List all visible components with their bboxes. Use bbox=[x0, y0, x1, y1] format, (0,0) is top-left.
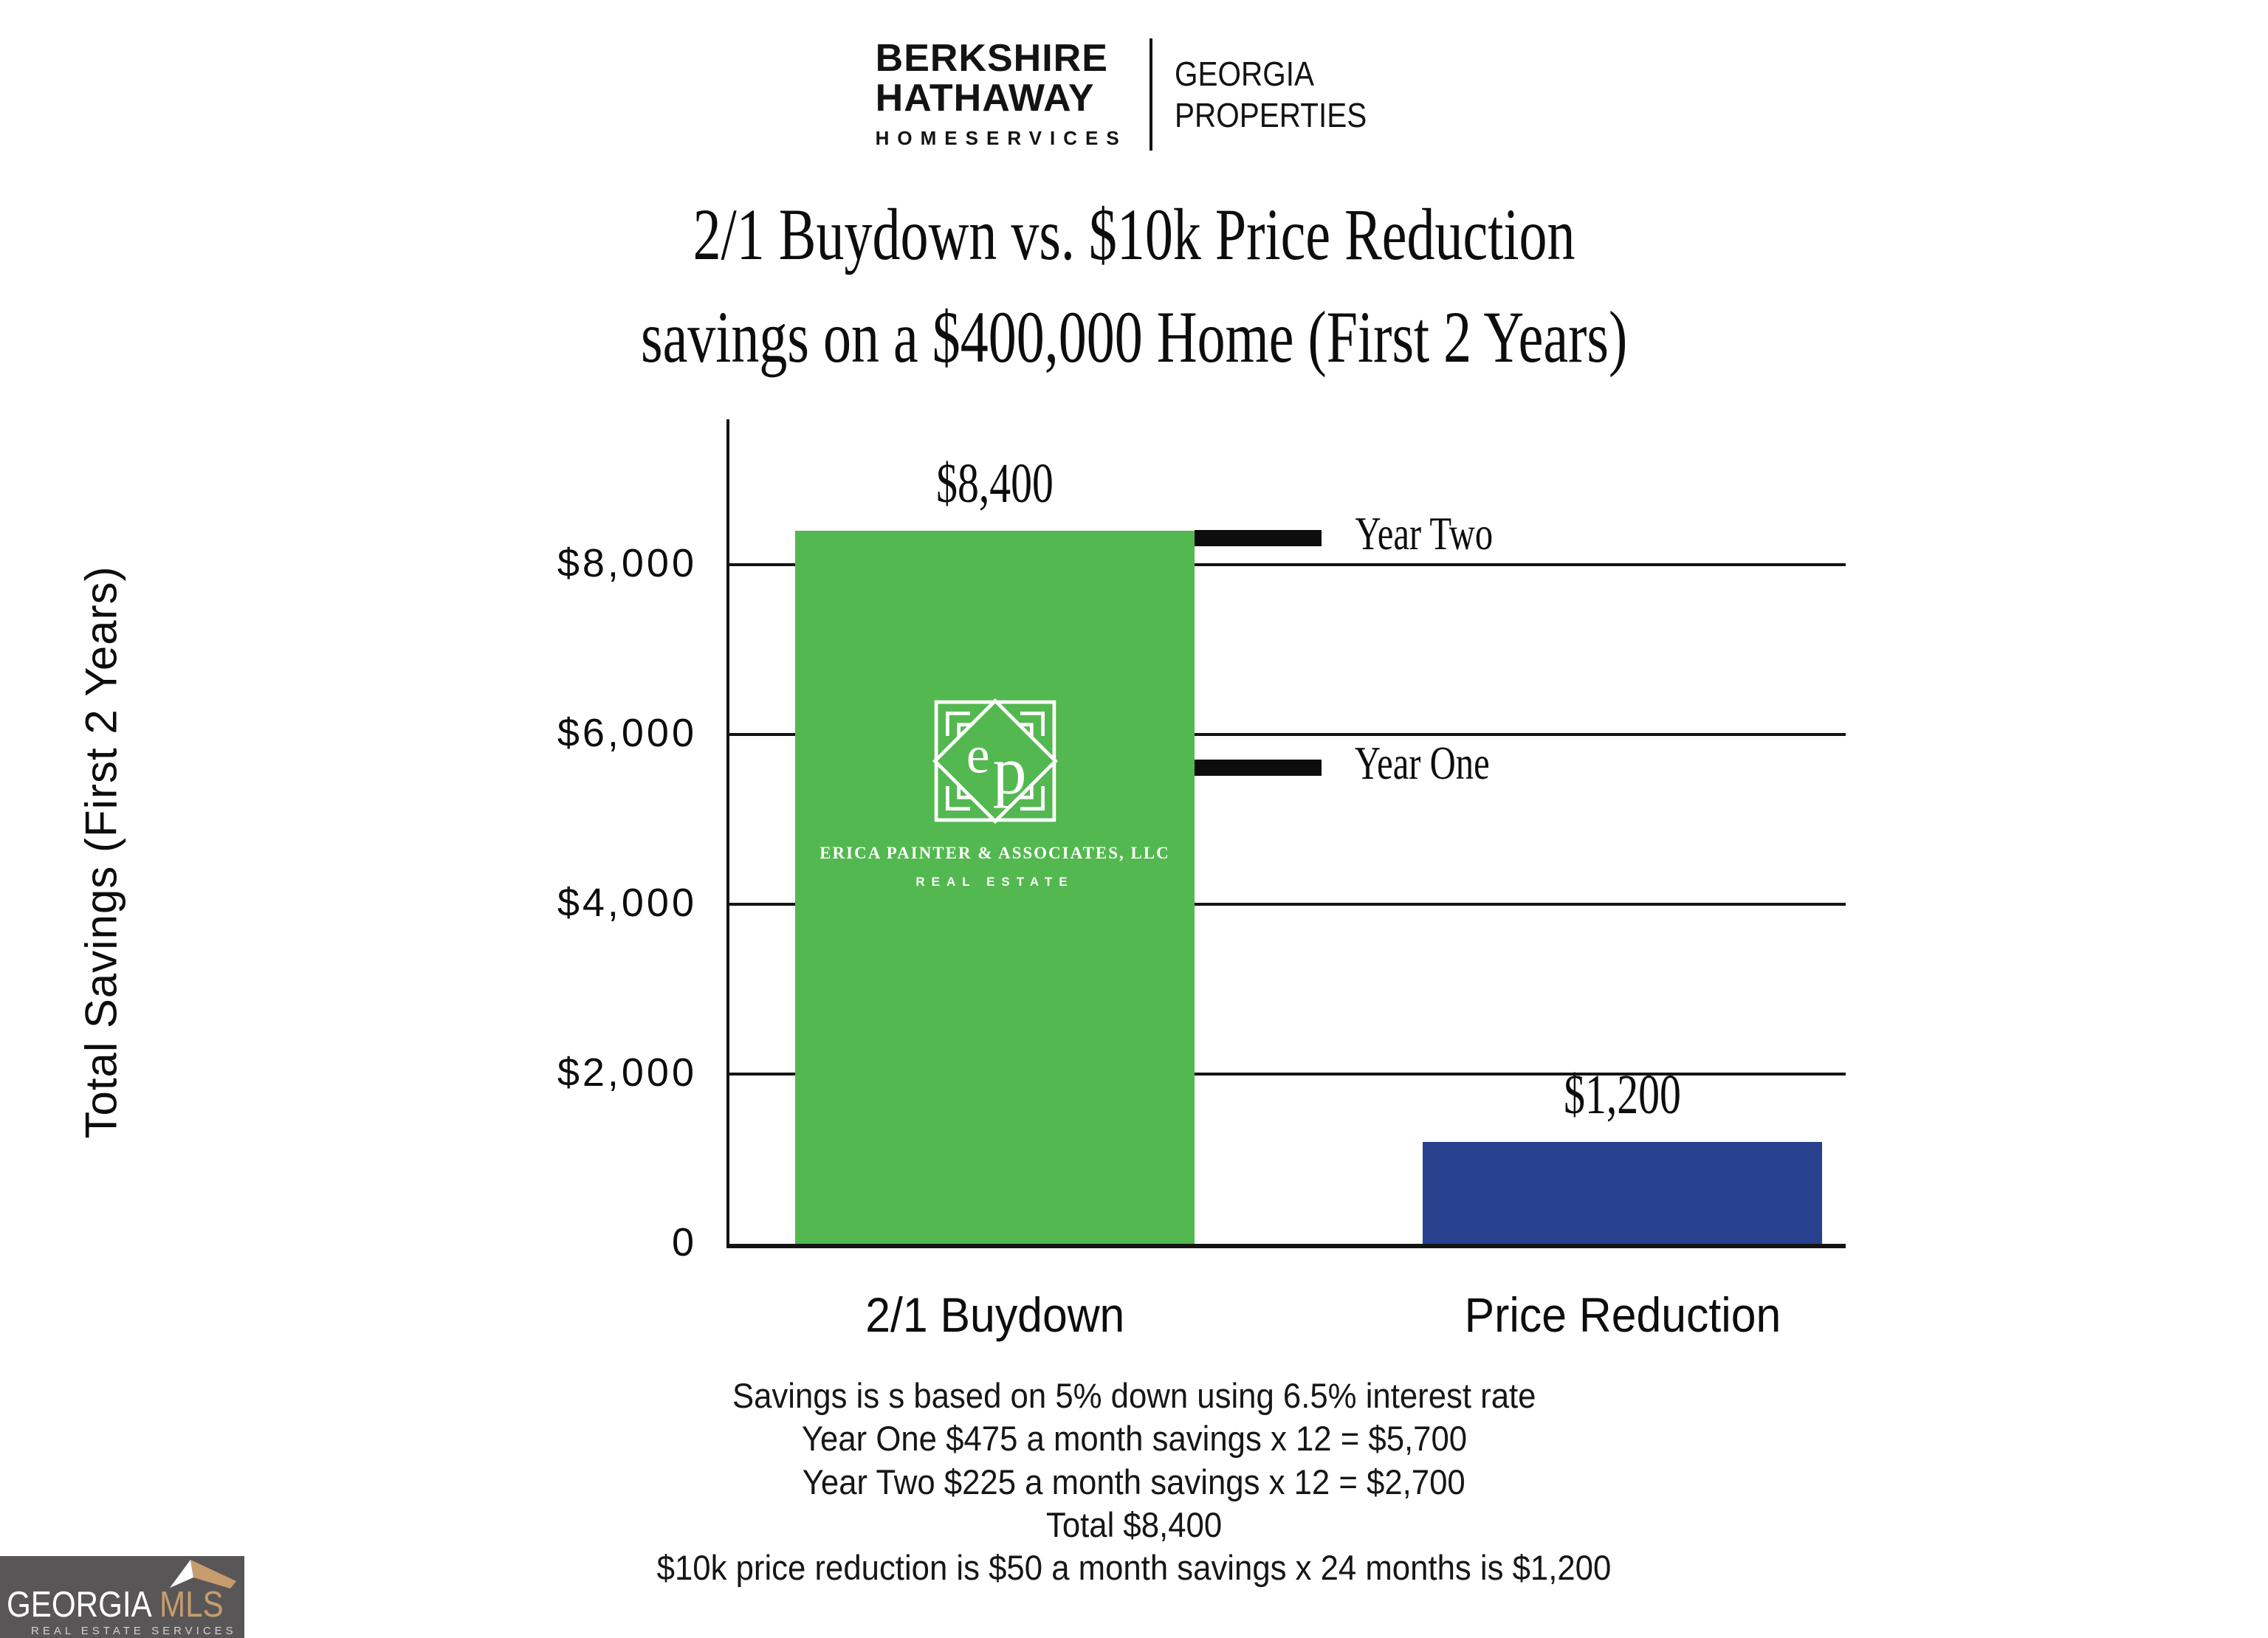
legend-marker-year-one bbox=[1195, 759, 1322, 776]
ep-company-subtitle: REAL ESTATE bbox=[915, 875, 1074, 889]
legend-label-year-one: Year One bbox=[1354, 736, 1490, 789]
ep-company-name: ERICA PAINTER & ASSOCIATES, LLC bbox=[819, 844, 1170, 862]
ep-monogram-p: p bbox=[992, 733, 1026, 808]
brand-line-homeservices: HOMESERVICES bbox=[875, 126, 1127, 149]
footnote-line: $10k price reduction is $50 a month savi… bbox=[656, 1548, 1612, 1588]
footnote-line: Year Two $225 a month savings x 12 = $2,… bbox=[803, 1462, 1465, 1501]
brand-logo: BERKSHIRE HATHAWAY HOMESERVICES GEORGIA … bbox=[0, 38, 2268, 151]
mls-wordmark: GEORGIA MLS bbox=[7, 1584, 233, 1625]
brand-line-berkshire: BERKSHIRE bbox=[875, 37, 1108, 80]
chart-title-line-1: 2/1 Buydown vs. $10k Price Reduction bbox=[693, 193, 1575, 275]
bar-value-label: $8,400 bbox=[936, 452, 1054, 515]
mls-wordmark-mls: MLS bbox=[159, 1585, 224, 1625]
berkshire-hathaway-wordmark: BERKSHIRE HATHAWAY HOMESERVICES bbox=[876, 39, 1127, 149]
gridline bbox=[726, 903, 1846, 906]
mls-roof-icon bbox=[170, 1560, 236, 1589]
bar-value-label: $1,200 bbox=[1564, 1064, 1681, 1126]
bar-2-1-buydown bbox=[795, 531, 1195, 1244]
ep-emblem-icon: e p bbox=[932, 698, 1058, 824]
brand-line-georgia: GEORGIA bbox=[1174, 54, 1314, 93]
gridline bbox=[726, 733, 1846, 736]
y-tick-label: $2,000 bbox=[557, 1050, 697, 1095]
ep-monogram-e: e bbox=[966, 726, 989, 784]
chart-title-line-2: savings on a $400,000 Home (First 2 Year… bbox=[640, 296, 1628, 378]
gridline bbox=[726, 563, 1846, 566]
footnote: Savings is s based on 5% down using 6.5%… bbox=[0, 1374, 2268, 1589]
y-axis-title: Total Savings (First 2 Years) bbox=[76, 565, 126, 1139]
y-axis-line bbox=[726, 419, 729, 1248]
brand-line-properties: PROPERTIES bbox=[1174, 96, 1367, 134]
brand-line-hathaway: HATHAWAY bbox=[875, 76, 1095, 120]
bar-price-reduction bbox=[1423, 1142, 1822, 1244]
y-tick-label: 0 bbox=[671, 1220, 697, 1264]
category-label: 2/1 Buydown bbox=[865, 1287, 1125, 1342]
legend-marker-year-two bbox=[1195, 530, 1322, 546]
legend-label-year-two: Year Two bbox=[1355, 507, 1494, 560]
category-label: Price Reduction bbox=[1464, 1287, 1781, 1342]
y-tick-label: $4,000 bbox=[557, 881, 697, 925]
gridline bbox=[726, 1073, 1846, 1076]
mls-subtext: REAL ESTATE SERVICES bbox=[31, 1625, 237, 1637]
y-tick-label: $6,000 bbox=[557, 711, 697, 755]
y-tick-label: $8,000 bbox=[557, 541, 697, 585]
footnote-line: Total $8,400 bbox=[1045, 1504, 1223, 1544]
x-axis-line bbox=[726, 1244, 1846, 1248]
chart-title: 2/1 Buydown vs. $10k Price Reduction sav… bbox=[0, 183, 2268, 388]
mls-logo: GEORGIA MLS REAL ESTATE SERVICES bbox=[0, 1556, 244, 1638]
footnote-line: Savings is s based on 5% down using 6.5%… bbox=[732, 1376, 1536, 1415]
ep-logo: e p ERICA PAINTER & ASSOCIATES, LLC REAL… bbox=[795, 698, 1195, 889]
georgia-properties-wordmark: GEORGIA PROPERTIES bbox=[1175, 53, 1367, 136]
mls-wordmark-georgia: GEORGIA bbox=[7, 1585, 152, 1625]
brand-divider bbox=[1149, 38, 1152, 151]
footnote-line: Year One $475 a month savings x 12 = $5,… bbox=[801, 1419, 1467, 1459]
